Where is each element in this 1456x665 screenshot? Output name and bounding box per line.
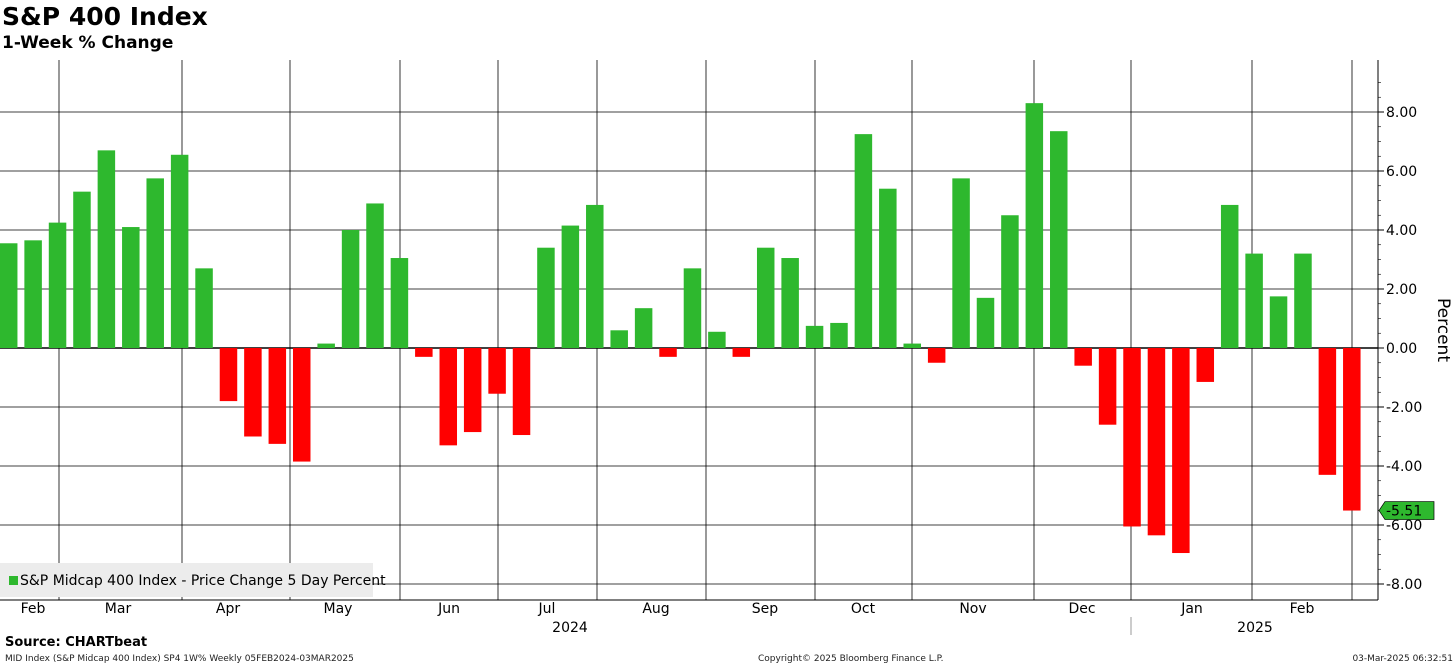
bar xyxy=(903,343,921,348)
bar xyxy=(756,247,775,348)
bar xyxy=(317,343,335,348)
bar xyxy=(1001,215,1019,348)
bar xyxy=(195,268,213,348)
bar xyxy=(415,348,433,357)
bar xyxy=(659,348,677,357)
bar xyxy=(488,348,506,394)
bar xyxy=(952,178,970,348)
y-tick-label: -8.00 xyxy=(1386,577,1422,593)
bar xyxy=(73,191,91,348)
chart-subtitle: 1-Week % Change xyxy=(2,33,174,53)
bar xyxy=(0,243,18,348)
bar xyxy=(146,178,164,348)
bar xyxy=(976,297,995,348)
bar xyxy=(805,325,824,348)
bar xyxy=(537,247,555,348)
x-month-label: Jan xyxy=(1180,601,1203,617)
x-month-label: Aug xyxy=(642,601,669,617)
bar xyxy=(268,348,287,444)
x-month-label: Feb xyxy=(21,601,46,617)
bar xyxy=(1025,103,1044,349)
bar xyxy=(732,348,751,357)
bar xyxy=(439,348,458,446)
x-month-label: Sep xyxy=(752,601,779,617)
bar xyxy=(24,240,42,348)
bar xyxy=(390,258,409,348)
bar xyxy=(463,348,482,433)
x-year-label: 2024 xyxy=(552,620,588,636)
y-tick-label: 0.00 xyxy=(1386,341,1417,357)
x-month-label: Feb xyxy=(1290,601,1315,617)
bar xyxy=(708,331,726,348)
bar xyxy=(1123,348,1141,527)
bar xyxy=(1318,348,1337,475)
x-month-label: Jun xyxy=(437,601,460,617)
bar xyxy=(97,150,116,348)
bar xyxy=(1074,348,1092,366)
bar xyxy=(586,204,604,348)
bar xyxy=(683,268,702,348)
legend-label: S&P Midcap 400 Index - Price Change 5 Da… xyxy=(20,573,386,589)
x-month-label: Jul xyxy=(538,601,556,617)
bar xyxy=(1294,253,1312,348)
bar xyxy=(1269,296,1288,348)
x-month-label: Oct xyxy=(851,601,876,617)
x-month-label: Nov xyxy=(959,601,986,617)
series-descriptor: MID Index (S&P Midcap 400 Index) SP4 1W%… xyxy=(5,654,354,664)
legend-swatch xyxy=(9,576,18,585)
y-tick-label: -2.00 xyxy=(1386,400,1422,416)
timestamp: 03-Mar-2025 06:32:51 xyxy=(1352,654,1453,664)
x-year-label: 2025 xyxy=(1237,620,1273,636)
bar xyxy=(1098,348,1117,425)
y-tick-label: 4.00 xyxy=(1386,223,1417,239)
bar xyxy=(292,348,311,462)
bar xyxy=(830,322,848,348)
bar xyxy=(1196,348,1215,382)
bar xyxy=(610,330,628,348)
bar xyxy=(1343,348,1361,511)
bar xyxy=(1220,204,1239,348)
y-tick-label: 8.00 xyxy=(1386,105,1417,121)
source-note: Source: CHARTbeat xyxy=(5,635,148,650)
y-axis-label: Percent xyxy=(1433,298,1453,362)
x-month-label: Apr xyxy=(216,601,240,617)
bar xyxy=(512,348,531,436)
bar xyxy=(561,225,580,348)
chart-title: S&P 400 Index xyxy=(2,2,208,31)
bar xyxy=(366,203,384,348)
y-tick-label: 6.00 xyxy=(1386,164,1417,180)
bar xyxy=(634,308,653,348)
y-tick-label: -4.00 xyxy=(1386,459,1422,475)
last-value-label: -5.51 xyxy=(1386,504,1422,520)
bar xyxy=(48,222,67,348)
last-value-callout xyxy=(1378,501,1435,520)
copyright-note: Copyright© 2025 Bloomberg Finance L.P. xyxy=(758,654,944,664)
bar xyxy=(219,348,238,402)
bar xyxy=(122,227,140,348)
bar xyxy=(879,188,897,348)
bar xyxy=(927,348,946,363)
bar xyxy=(341,230,360,348)
bar xyxy=(1172,348,1190,554)
y-tick-label: 2.00 xyxy=(1386,282,1417,298)
x-month-label: May xyxy=(324,601,353,617)
x-month-label: Mar xyxy=(105,601,132,617)
bar xyxy=(854,134,873,348)
bar xyxy=(1245,253,1263,348)
bar xyxy=(170,154,189,348)
bar xyxy=(244,348,262,437)
bar xyxy=(781,258,799,348)
bar xyxy=(1050,131,1068,348)
x-month-label: Dec xyxy=(1068,601,1095,617)
legend-box xyxy=(0,563,373,597)
y-tick-label: -6.00 xyxy=(1386,518,1422,534)
bar xyxy=(1147,348,1166,536)
